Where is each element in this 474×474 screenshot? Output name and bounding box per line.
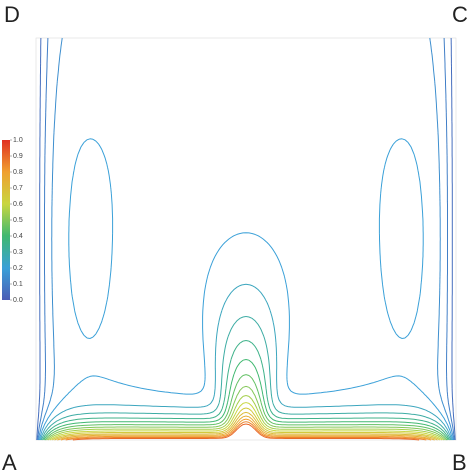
contour-line <box>57 415 435 441</box>
plot-frame <box>35 37 457 441</box>
colorbar-tick-label: 0.0 <box>13 297 23 304</box>
colorbar-tick-label: 1.0 <box>13 137 23 144</box>
contour-line <box>49 402 443 441</box>
colorbar-tick-label: 0.7 <box>13 185 23 192</box>
corner-label: A <box>2 450 17 474</box>
contour-line <box>42 340 450 441</box>
contour-line <box>47 395 445 441</box>
corner-label: D <box>4 2 20 27</box>
contour-line <box>43 359 449 441</box>
colorbar-tick-label: 0.3 <box>13 249 23 256</box>
corner-label: C <box>452 2 468 27</box>
contour-line <box>72 423 420 441</box>
colorbar-tick-label: 0.4 <box>13 233 23 240</box>
contour-line <box>60 418 432 441</box>
colorbar-tick-label: 0.1 <box>13 281 23 288</box>
colorbar-tick-label: 0.9 <box>13 153 23 160</box>
contour-line <box>37 37 455 441</box>
contour-line <box>38 138 454 441</box>
colorbar-tick-label: 0.5 <box>13 217 23 224</box>
colorbar-tick-label: 0.2 <box>13 265 23 272</box>
colorbar-tick-label: 0.8 <box>13 169 23 176</box>
corner-label: B <box>452 450 467 474</box>
contour-line <box>39 283 453 441</box>
contour-line <box>46 385 446 441</box>
contour-line <box>38 37 454 441</box>
contour-line <box>44 374 448 441</box>
colorbar-tick-label: 0.6 <box>13 201 23 208</box>
contour-line <box>36 37 456 441</box>
colorbar <box>2 140 10 300</box>
contour-line <box>54 411 438 441</box>
contour-line <box>40 316 452 441</box>
contour-line <box>51 407 441 441</box>
contour-line <box>65 421 427 441</box>
